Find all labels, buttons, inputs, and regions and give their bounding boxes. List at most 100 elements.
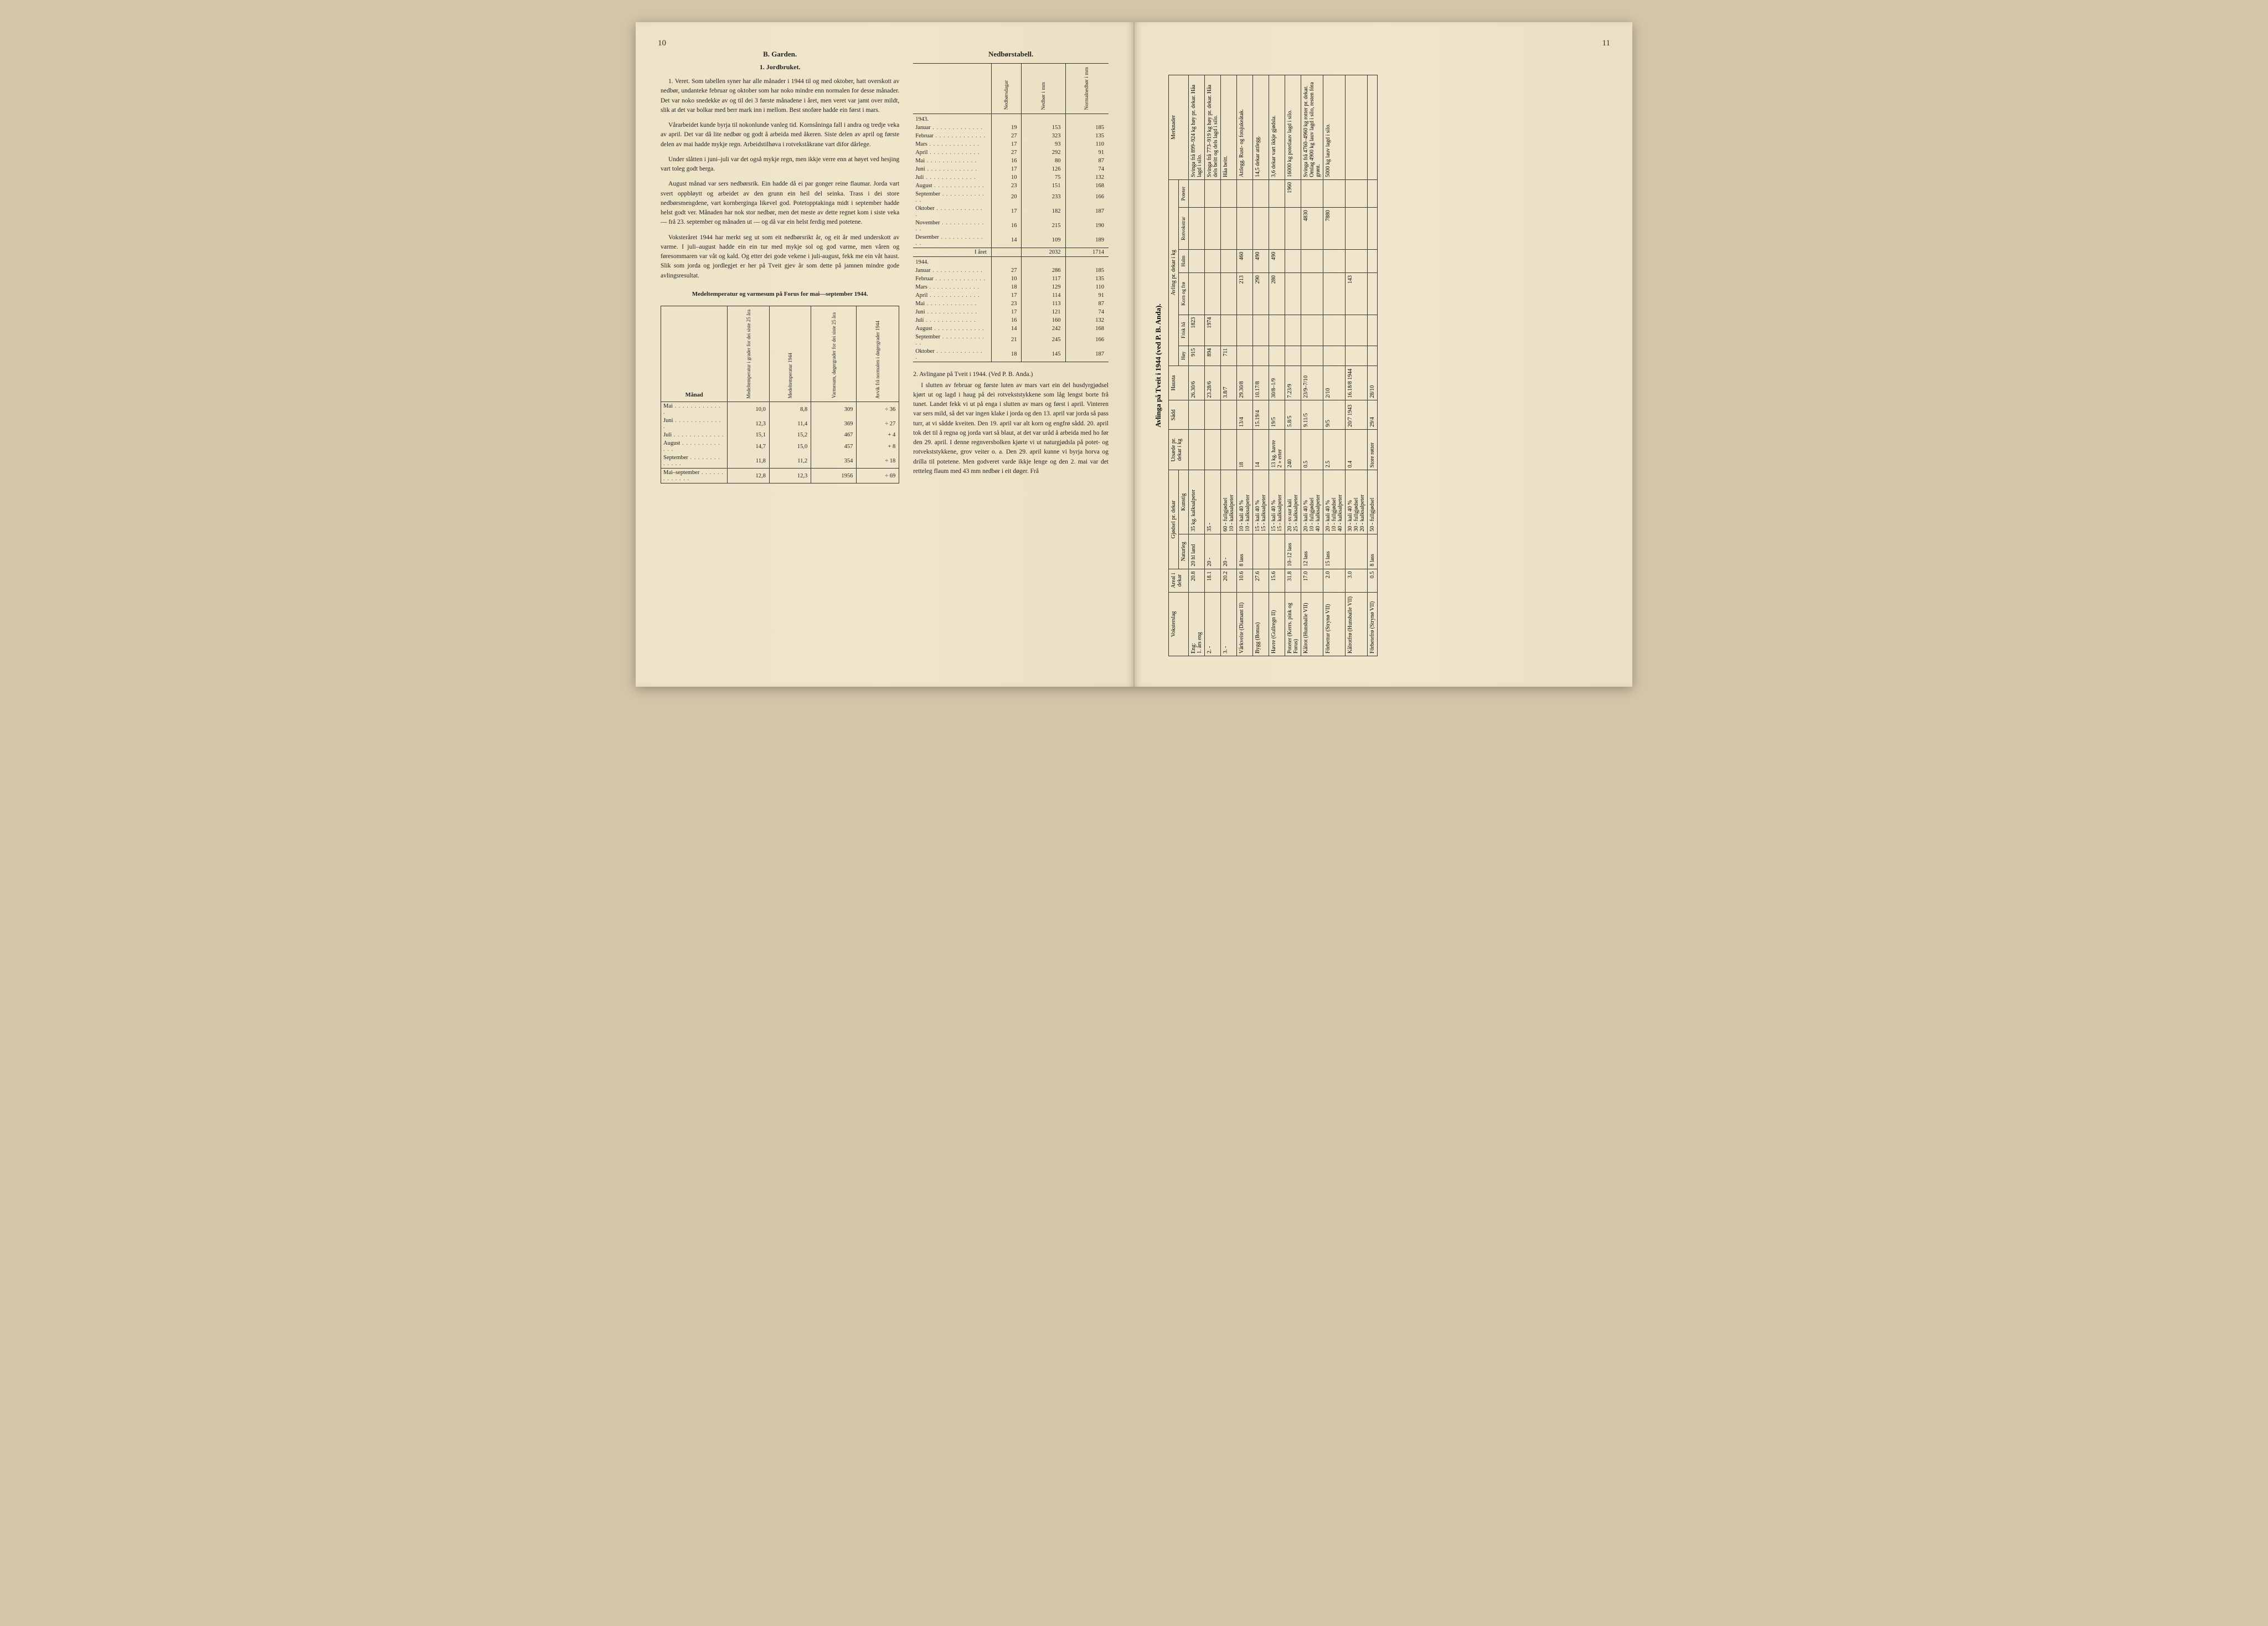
table-cell: 23.28/6 (1205, 366, 1221, 400)
table-cell (1285, 315, 1301, 346)
table-cell: 915 (1189, 346, 1205, 366)
table-cell: 16 (991, 157, 1022, 165)
table-cell: 28/10 (1368, 366, 1378, 400)
table-row: Mars18129110 (913, 283, 1109, 291)
table-cell: 26.30/6 (1189, 366, 1205, 400)
table-cell: Fôrbetefrø (Strynø VII) (1368, 592, 1378, 656)
table-cell (1269, 534, 1285, 569)
table-cell (1368, 208, 1378, 249)
table-cell: 17 (991, 308, 1022, 316)
table-cell: 80 (1022, 157, 1065, 165)
table-cell (1221, 400, 1237, 429)
table-row: Kålrotfrø (Hunsballe VII)3.030 - kali 40… (1346, 75, 1368, 656)
table-cell: 3.0 (1346, 569, 1368, 592)
table-cell: 4830 (1301, 208, 1323, 249)
table-cell: 60 - fullgjødsel 10 - kalksalpeter (1221, 470, 1237, 534)
table-cell (1221, 429, 1237, 470)
table-cell: 12,3 (769, 469, 811, 483)
table-cell: 168 (1065, 325, 1109, 333)
table-cell (1323, 346, 1346, 366)
table-row: Juli15,115,2467+ 4 (661, 431, 899, 439)
table-row: Januar19153185 (913, 124, 1109, 132)
avling-intro-title: 2. Avlingane på Tveit i 1944. (Ved P. B.… (913, 371, 1109, 378)
table-row: Juni1712674 (913, 165, 1109, 173)
table-row: 3. -20.220 -60 - fullgjødsel 10 - kalksa… (1221, 75, 1237, 656)
table-cell: 75 (1022, 173, 1065, 182)
table-cell: 160 (1022, 316, 1065, 325)
table-cell: 18 (1237, 429, 1253, 470)
table-cell (1285, 208, 1301, 249)
table-row: Fôrbettur (Strynø VII)2.015 lass20 - kal… (1323, 75, 1346, 656)
table-cell (1285, 249, 1301, 272)
table-cell: 290 (1253, 273, 1269, 315)
table-cell: Fôrbettur (Strynø VII) (1323, 592, 1346, 656)
table-cell: 16000 kg potetlauv lagd i silo. (1285, 75, 1301, 180)
table-cell: Januar (913, 266, 991, 275)
th-avvik: Avvik frå normalen i døgergrader 1944 (875, 321, 880, 399)
table-row: 2. -18.120 -35 -23.28/68941974Svinga frå… (1205, 75, 1221, 656)
table-row: I året20321714 (913, 248, 1109, 256)
table-cell: 14 (1253, 429, 1269, 470)
table-cell: 135 (1065, 275, 1109, 283)
table-cell: 14 (991, 325, 1022, 333)
year-label: 1944. (913, 256, 991, 266)
table-cell: 309 (811, 402, 857, 417)
left-text-column: B. Garden. 1. Jordbruket. 1. Veret. Som … (661, 50, 899, 483)
table-cell: September (913, 333, 991, 347)
table-cell (991, 248, 1022, 256)
table-cell: 14,7 (728, 439, 769, 454)
table-cell: 5.8/5 (1285, 400, 1301, 429)
table-cell: 215 (1022, 219, 1065, 233)
table-cell: 27 (991, 266, 1022, 275)
table-cell: 143 (1346, 273, 1368, 315)
table-row: April2729291 (913, 148, 1109, 157)
table-cell (1323, 179, 1346, 208)
table-row: Juli16160132 (913, 316, 1109, 325)
avling-table: Voksterslag Areal i dekar Gjødsel pr. de… (1168, 75, 1378, 656)
rotated-table-wrap: Avlinga på Tveit i 1944 (ved P. B. Anda)… (1154, 75, 1508, 656)
table-cell: 711 (1221, 346, 1237, 366)
th-hoy: Høy (1181, 351, 1186, 360)
table-cell: 369 (811, 416, 857, 431)
para-1: 1. Veret. Som tabellen syner har alle må… (661, 77, 899, 115)
table-row: November16215190 (913, 219, 1109, 233)
year-label: 1943. (913, 114, 991, 124)
table-cell: Havre (Gullregn II) (1269, 592, 1285, 656)
th-temp44: Medeltemperatur 1944 (787, 353, 793, 398)
table-cell: 20.8 (1189, 569, 1205, 592)
book-spread: 10 B. Garden. 1. Jordbruket. 1. Veret. S… (636, 22, 1632, 687)
table-cell (1368, 346, 1378, 366)
table-cell: 354 (811, 454, 857, 469)
table-cell: August (913, 182, 991, 190)
table-cell: ÷ 69 (857, 469, 899, 483)
table-cell (1346, 75, 1368, 180)
table-cell: 13/4 (1237, 400, 1253, 429)
table-cell: 23 (991, 182, 1022, 190)
table-cell: 15.6 (1269, 569, 1285, 592)
table-cell: 14 (991, 233, 1022, 248)
table-cell: 13 kg. havre 2 » erter (1269, 429, 1285, 470)
th-dagar: Nedbørsdagar (1004, 80, 1009, 110)
table-cell: 109 (1022, 233, 1065, 248)
table-row: Februar27323135 (913, 132, 1109, 140)
table-cell: 182 (1022, 204, 1065, 219)
table-cell: 7880 (1323, 208, 1346, 249)
page-number-left: 10 (658, 39, 666, 48)
table-cell (1285, 273, 1301, 315)
table-cell: 91 (1065, 148, 1109, 157)
table-cell (1221, 179, 1237, 208)
avling-title: Avlinga på Tveit i 1944 (ved P. B. Anda)… (1154, 75, 1163, 656)
table-cell (1205, 429, 1221, 470)
table-cell: August (661, 439, 728, 454)
table-cell: 10 - kali 40 % 10 - kalksalpeter (1237, 470, 1253, 534)
table-cell (1301, 179, 1323, 208)
table-cell: Mars (913, 140, 991, 148)
table-cell (1323, 315, 1346, 346)
table-cell: November (913, 219, 991, 233)
th-merk: Merknader (1171, 115, 1177, 140)
table-cell: 11,2 (769, 454, 811, 469)
table-cell (1269, 315, 1285, 346)
table-cell (1301, 346, 1323, 366)
table-row: September21245166 (913, 333, 1109, 347)
table-cell: 17 (991, 204, 1022, 219)
